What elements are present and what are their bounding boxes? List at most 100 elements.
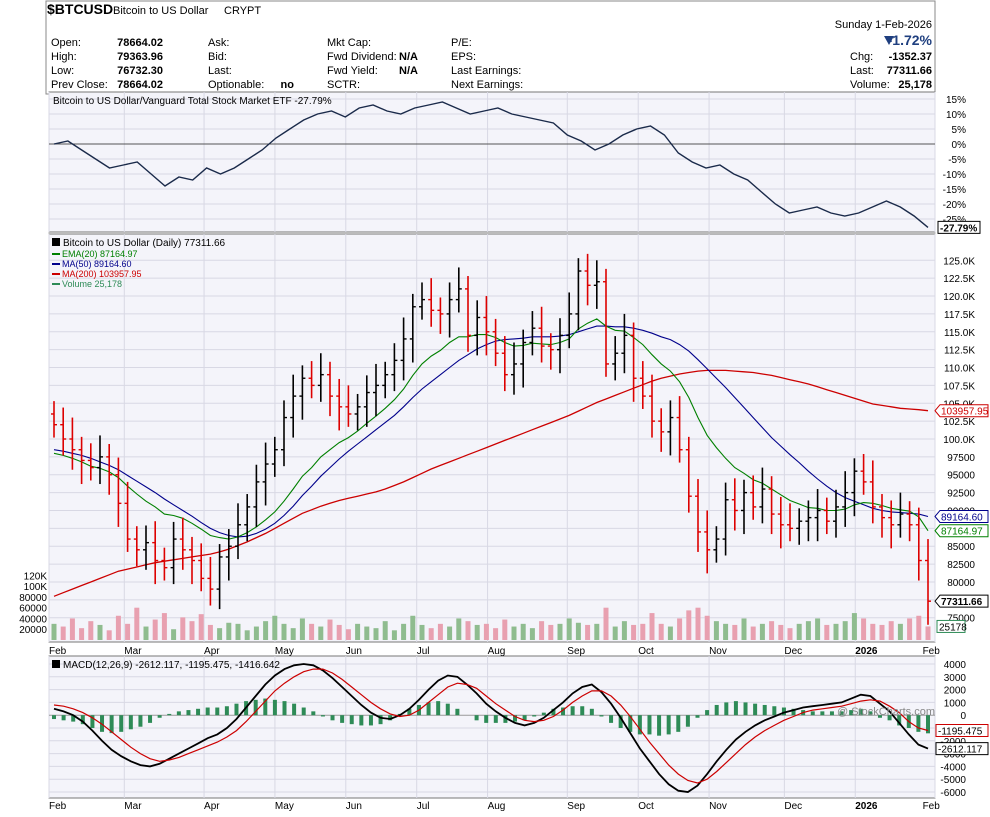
- macd-histogram-bar: [541, 712, 546, 716]
- volume-bar: [539, 621, 545, 640]
- price-tick-label: 75000: [947, 614, 975, 625]
- x-axes: Feb Mar Apr May Jun Jul Aug Sep Oct Nov Dec 2026 Feb…: [49, 646, 940, 812]
- price-legend-swatch: [52, 238, 60, 246]
- x-tick-label: Sep: [567, 801, 585, 812]
- macd-histogram-bar: [407, 708, 412, 716]
- volume-bar: [143, 626, 149, 640]
- volume-bar: [713, 621, 719, 640]
- macd-tick-label: 1000: [944, 698, 967, 709]
- volume-bar: [51, 623, 57, 640]
- x-tick-label: Dec: [784, 801, 802, 812]
- volume-tick-label: 100K: [24, 582, 48, 593]
- volume-bar: [125, 623, 131, 640]
- macd-histogram-bar: [532, 715, 537, 717]
- stat-value: no: [281, 79, 295, 91]
- ma200-line: [53, 369, 929, 597]
- volume-bar: [557, 623, 563, 640]
- macd-histogram-bar: [791, 708, 796, 716]
- stat-label: Mkt Cap:: [327, 37, 371, 49]
- ema20-line: [53, 318, 929, 540]
- volume-tick-label: 40000: [19, 614, 47, 625]
- legend-entry: EMA(20) 87164.97: [62, 249, 138, 259]
- stats-columns: Open: 78664.02 High: 79363.96 Low: 76732.30 Pr…: [51, 37, 523, 91]
- macd-histogram-bar: [743, 702, 748, 716]
- macd-histogram-bar: [52, 715, 56, 720]
- volume-bar: [60, 626, 66, 640]
- macd-histogram-bar: [301, 707, 306, 716]
- stat-label: Fwd Yield:: [327, 65, 378, 77]
- volume-bar: [152, 619, 158, 640]
- x-tick-label: Jul: [417, 801, 430, 812]
- volume-bar: [631, 624, 637, 640]
- volume-bar: [750, 626, 756, 640]
- macd-histogram-bar: [753, 703, 758, 716]
- volume-bar: [373, 628, 379, 640]
- rs-last-flag: -27.79%: [940, 223, 977, 234]
- volume-bar: [115, 615, 121, 640]
- volume-bar: [879, 624, 885, 640]
- macd-histogram-bar: [186, 710, 191, 716]
- macd-histogram-bar: [772, 706, 777, 716]
- price-flag-box: [934, 404, 989, 418]
- volume-bar: [474, 624, 480, 640]
- watermark: @ StockCharts.com: [837, 706, 935, 718]
- volume-bar: [69, 618, 75, 640]
- macd-histogram-bar: [320, 715, 325, 717]
- macd-histogram-bar: [724, 702, 729, 716]
- macd-histogram-bar: [705, 710, 710, 716]
- volume-bar: [106, 630, 112, 640]
- volume-bar: [870, 623, 876, 640]
- macd-histogram-bar: [839, 711, 844, 716]
- volume-bar: [778, 624, 784, 640]
- macd-histogram-bar: [570, 706, 575, 716]
- macd-histogram-bar: [359, 715, 364, 726]
- volume-bar: [410, 615, 416, 640]
- down-arrow-icon: [884, 36, 894, 45]
- volume-bar: [327, 619, 333, 640]
- x-tick-label: Sep: [567, 646, 585, 657]
- volume-bar: [732, 624, 738, 640]
- volume-bar: [796, 623, 802, 640]
- x-tick-label: Oct: [638, 801, 654, 812]
- volume-bar: [520, 623, 526, 640]
- stat-label: Last Earnings:: [451, 65, 521, 77]
- stat-label: Bid:: [208, 51, 227, 63]
- volume-bar: [88, 621, 94, 640]
- volume-bar: [833, 623, 839, 640]
- volume-bar: [336, 624, 342, 640]
- volume-bar: [272, 615, 278, 640]
- stat-value: 79363.96: [117, 51, 163, 63]
- volume-bar: [493, 628, 499, 640]
- price-tick-label: 110.0K: [944, 364, 975, 375]
- macd-histogram-bar: [340, 715, 345, 723]
- volume-bar: [916, 615, 922, 640]
- price-tick-label: 122.5K: [943, 274, 975, 285]
- macd-histogram-bar: [80, 715, 85, 725]
- price-tick-label: 97500: [947, 453, 975, 464]
- macd-histogram-bar: [148, 715, 153, 723]
- x-tick-label: Feb: [923, 801, 941, 812]
- macd-histogram-bar: [637, 715, 642, 735]
- header: $BTCUSD Bitcoin to US Dollar CRYPT Sunda…: [45, 0, 936, 95]
- volume-bar: [851, 613, 857, 640]
- rs-tick-label: -20%: [943, 200, 966, 211]
- price-tick-label: 120.0K: [943, 292, 975, 303]
- macd-histogram-bar: [263, 698, 268, 716]
- macd-histogram-bar: [71, 715, 76, 722]
- volume-bar: [79, 628, 85, 640]
- volume-bar: [805, 621, 811, 640]
- macd-histogram-bar: [561, 707, 566, 716]
- legend-entry: MA(200) 103957.95: [62, 269, 142, 279]
- stat-label: EPS:: [451, 51, 476, 63]
- volume-bar: [226, 622, 232, 640]
- rs-frame: [48, 91, 936, 233]
- macd-histogram-bar: [897, 715, 902, 726]
- macd-tick-label: 2000: [944, 686, 967, 697]
- volume-bar: [649, 613, 655, 640]
- macd-line: [53, 663, 929, 793]
- macd-histogram-bar: [628, 715, 633, 732]
- price-flag-label: 103957.95: [941, 407, 989, 418]
- rs-tick-label: 15%: [946, 95, 966, 106]
- macd-histogram-bar: [176, 711, 181, 716]
- stat-value: N/A: [399, 51, 418, 63]
